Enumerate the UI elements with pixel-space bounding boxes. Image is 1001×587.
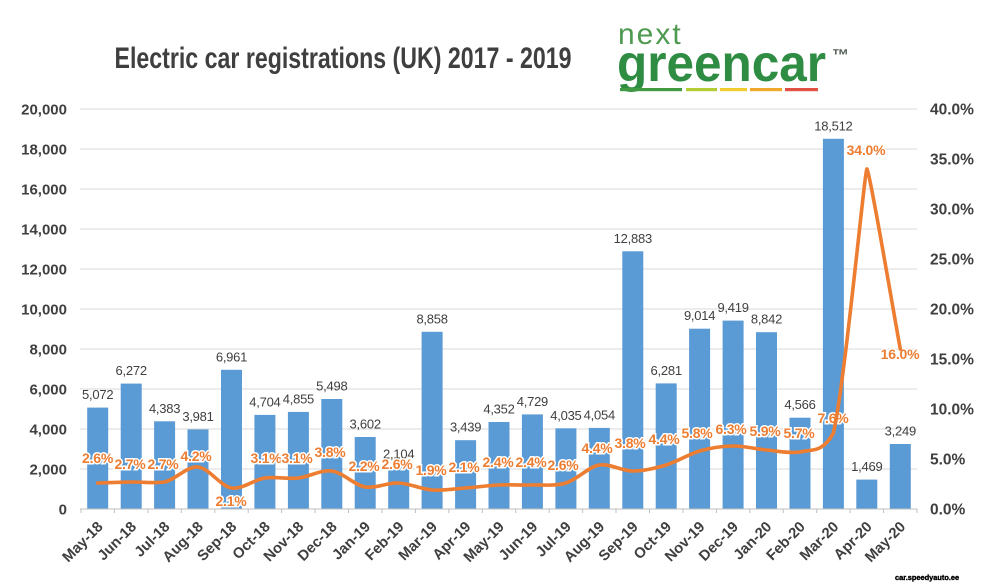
svg-text:5.0%: 5.0%: [930, 452, 966, 469]
svg-text:™: ™: [832, 46, 849, 65]
svg-text:4.4%: 4.4%: [581, 440, 613, 456]
svg-text:3,439: 3,439: [450, 420, 481, 435]
svg-text:5,498: 5,498: [316, 379, 347, 394]
svg-text:0.0%: 0.0%: [930, 502, 966, 519]
svg-text:4,729: 4,729: [517, 394, 548, 409]
svg-text:1.9%: 1.9%: [415, 462, 447, 478]
svg-text:3.8%: 3.8%: [614, 435, 646, 451]
svg-text:2.6%: 2.6%: [381, 456, 413, 472]
svg-text:4,000: 4,000: [29, 422, 67, 439]
svg-text:2,104: 2,104: [383, 446, 414, 461]
svg-text:4,352: 4,352: [483, 402, 514, 417]
svg-text:9,014: 9,014: [684, 308, 715, 323]
svg-text:greencar: greencar: [617, 35, 826, 93]
svg-text:4,855: 4,855: [283, 391, 314, 406]
svg-text:3,981: 3,981: [182, 409, 213, 424]
svg-text:8,842: 8,842: [751, 312, 782, 327]
svg-text:10.0%: 10.0%: [930, 402, 974, 419]
svg-text:15.0%: 15.0%: [930, 352, 974, 369]
svg-text:3.1%: 3.1%: [281, 450, 313, 466]
svg-text:10,000: 10,000: [21, 302, 67, 319]
svg-text:2.7%: 2.7%: [114, 456, 146, 472]
svg-text:2.7%: 2.7%: [147, 456, 179, 472]
svg-text:4,383: 4,383: [149, 401, 180, 416]
svg-text:5.9%: 5.9%: [749, 423, 781, 439]
svg-text:2.1%: 2.1%: [448, 459, 480, 475]
svg-text:34.0%: 34.0%: [847, 142, 886, 158]
svg-text:9,419: 9,419: [717, 300, 748, 315]
svg-text:4,566: 4,566: [784, 397, 815, 412]
svg-text:12,000: 12,000: [21, 262, 67, 279]
svg-text:12,883: 12,883: [614, 231, 652, 246]
svg-text:1,469: 1,469: [851, 459, 882, 474]
svg-text:6,961: 6,961: [216, 349, 247, 364]
svg-text:16,000: 16,000: [21, 182, 67, 199]
svg-text:4.4%: 4.4%: [648, 431, 680, 447]
svg-text:2.4%: 2.4%: [482, 454, 514, 470]
svg-text:5.7%: 5.7%: [783, 425, 815, 441]
svg-text:40.0%: 40.0%: [930, 102, 974, 119]
svg-text:6,000: 6,000: [29, 382, 67, 399]
svg-text:2.6%: 2.6%: [82, 450, 114, 466]
svg-text:car.speedyauto.ee: car.speedyauto.ee: [895, 573, 959, 582]
svg-text:2.1%: 2.1%: [215, 493, 247, 509]
svg-text:2.6%: 2.6%: [547, 457, 579, 473]
svg-text:18,512: 18,512: [814, 118, 852, 133]
svg-text:Electric car registrations (UK: Electric car registrations (UK) 2017 - 2…: [115, 42, 572, 75]
svg-text:3,602: 3,602: [350, 417, 381, 432]
svg-text:18,000: 18,000: [21, 142, 67, 159]
svg-text:8,000: 8,000: [29, 342, 67, 359]
svg-text:4,054: 4,054: [584, 407, 615, 422]
svg-text:20,000: 20,000: [21, 102, 67, 119]
svg-text:4,704: 4,704: [249, 394, 280, 409]
svg-text:0: 0: [59, 502, 67, 519]
svg-text:next: next: [618, 18, 683, 51]
svg-text:3.1%: 3.1%: [250, 450, 282, 466]
svg-text:20.0%: 20.0%: [930, 302, 974, 319]
svg-text:14,000: 14,000: [21, 222, 67, 239]
svg-text:5.8%: 5.8%: [681, 425, 713, 441]
svg-text:4,035: 4,035: [550, 408, 581, 423]
svg-text:3,249: 3,249: [885, 424, 916, 439]
svg-text:5,072: 5,072: [82, 387, 113, 402]
svg-text:7.6%: 7.6%: [817, 410, 849, 426]
svg-text:25.0%: 25.0%: [930, 252, 974, 269]
svg-text:6,281: 6,281: [651, 363, 682, 378]
svg-text:6,272: 6,272: [116, 363, 147, 378]
svg-text:2,000: 2,000: [29, 462, 67, 479]
svg-text:16.0%: 16.0%: [881, 346, 920, 362]
svg-text:8,858: 8,858: [416, 311, 447, 326]
svg-text:4.2%: 4.2%: [180, 448, 212, 464]
svg-text:2.4%: 2.4%: [515, 454, 547, 470]
svg-text:30.0%: 30.0%: [930, 202, 974, 219]
svg-text:6.3%: 6.3%: [715, 421, 747, 437]
svg-text:35.0%: 35.0%: [930, 152, 974, 169]
svg-text:3.8%: 3.8%: [314, 444, 346, 460]
svg-text:2.2%: 2.2%: [348, 458, 380, 474]
